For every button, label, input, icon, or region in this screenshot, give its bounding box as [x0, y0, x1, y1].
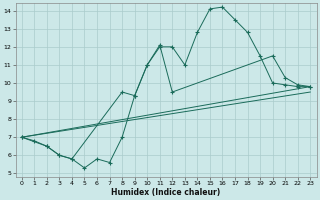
- X-axis label: Humidex (Indice chaleur): Humidex (Indice chaleur): [111, 188, 221, 197]
